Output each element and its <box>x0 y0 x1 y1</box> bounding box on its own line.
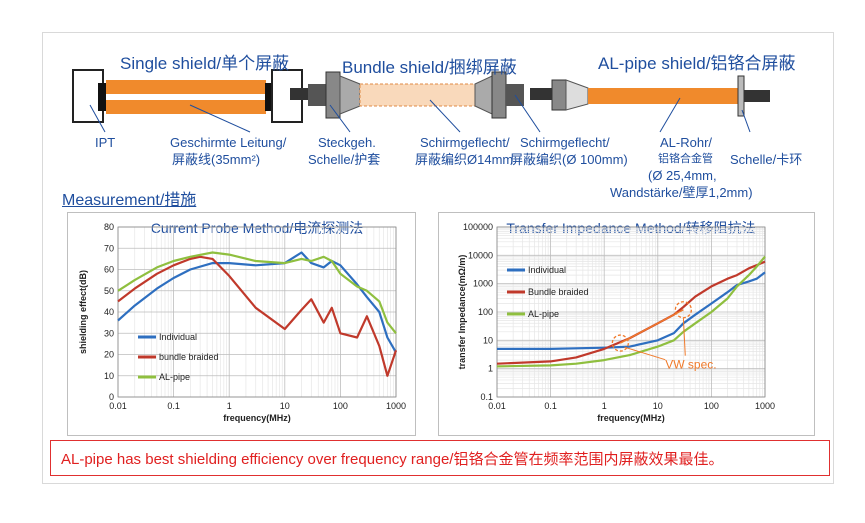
y-axis-label: transfer Impedance(mΩ/m) <box>457 255 467 370</box>
conclusion-text: AL-pipe has best shielding efficiency ov… <box>61 451 724 468</box>
current-probe-chart-box: Current Probe Method/电流探测法 0.01 0.1 1 10 100 1… <box>67 212 416 436</box>
y-tick-label: 60 <box>104 265 114 275</box>
label-schirmgeflecht-1-cn: 屏蔽编织Ø14mm <box>415 152 514 167</box>
transfer-impedance-chart-box: Transfer Impedance Method/转移阻抗法0.010.111… <box>438 212 815 436</box>
x-axis-label: frequency(MHz) <box>223 413 291 423</box>
x-tick-label: 100 <box>704 401 719 411</box>
x-tick-label: 10 <box>280 401 290 411</box>
y-axis-label: shielding effect(dB) <box>78 270 88 354</box>
shield-diagram <box>72 69 770 133</box>
y-tick-label: 1000 <box>473 279 493 289</box>
y-tick-label: 10000 <box>468 250 493 260</box>
label-steckgeh: Steckgeh. <box>318 135 376 150</box>
single-shield-title: Single shield/单个屏蔽 <box>120 54 290 73</box>
series-line-bundle-braided <box>117 255 398 377</box>
x-tick-label: 1000 <box>755 401 775 411</box>
y-tick-label: 0 <box>109 392 114 402</box>
chart-title: Current Probe Method/电流探测法 <box>151 220 363 236</box>
transfer-impedance-chart: Transfer Impedance Method/转移阻抗法0.010.111… <box>457 220 775 423</box>
label-schelle-2: Schelle/卡环 <box>730 152 803 167</box>
y-tick-label: 30 <box>104 328 114 338</box>
vw-spec-pointer <box>624 346 666 361</box>
single-shield-illustration <box>72 69 303 123</box>
x-tick-label: 100 <box>333 401 348 411</box>
bundle-shield-illustration <box>290 71 524 119</box>
label-schirmgeflecht-2-cn: 屏蔽编织(Ø 100mm) <box>510 152 628 167</box>
y-tick-label: 0.1 <box>480 392 493 402</box>
measurement-title: Measurement/措施 <box>62 192 197 209</box>
x-tick-label: 0.1 <box>167 401 180 411</box>
label-al-rohr-wall: Wandstärke/壁厚1,2mm) <box>610 185 753 200</box>
series-line-al-pipe <box>117 251 397 334</box>
y-tick-label: 100000 <box>463 222 493 232</box>
series-line-al-pipe <box>496 255 766 368</box>
y-tick-label: 80 <box>104 222 114 232</box>
alpipe-shield-title: AL-pipe shield/铝铬合屏蔽 <box>598 54 796 73</box>
label-schirmgeflecht-1: Schirmgeflecht/ <box>420 135 510 150</box>
alpipe-shield-illustration <box>530 75 770 117</box>
x-tick-label: 0.01 <box>109 401 127 411</box>
vw-spec-line <box>619 309 684 344</box>
conclusion-banner: AL-pipe has best shielding efficiency ov… <box>50 440 830 476</box>
label-schelle-1: Schelle/护套 <box>308 152 381 167</box>
label-al-rohr-cn: 铝铬合金管 <box>658 153 713 165</box>
y-tick-label: 100 <box>478 307 493 317</box>
vw-spec-pointer <box>682 317 686 356</box>
y-tick-label: 20 <box>104 350 114 360</box>
y-tick-label: 10 <box>483 335 493 345</box>
legend-label: Individual <box>159 332 197 342</box>
x-tick-label: 1 <box>227 401 232 411</box>
x-tick-label: 1000 <box>386 401 406 411</box>
y-tick-label: 50 <box>104 286 114 296</box>
plot-frame <box>117 226 397 398</box>
series-line-bundle-braided <box>496 260 766 365</box>
vw-spec-label: VW spec. <box>665 358 716 372</box>
x-tick-label: 0.01 <box>488 401 506 411</box>
label-schirmgeflecht-2: Schirmgeflecht/ <box>520 135 610 150</box>
x-axis-label: frequency(MHz) <box>597 413 665 423</box>
x-tick-label: 10 <box>653 401 663 411</box>
legend-label: AL-pipe <box>528 309 559 319</box>
x-tick-label: 1 <box>602 401 607 411</box>
y-tick-label: 1 <box>488 364 493 374</box>
label-geschirmte: Geschirmte Leitung/ <box>170 135 287 150</box>
legend-label: Bundle braided <box>528 287 589 297</box>
label-al-rohr-dim: (Ø 25,4mm, <box>648 168 717 183</box>
y-tick-label: 10 <box>104 371 114 381</box>
x-tick-label: 0.1 <box>544 401 557 411</box>
legend-label: AL-pipe <box>159 372 190 382</box>
y-tick-label: 70 <box>104 243 114 253</box>
label-geschirmte-cn: 屏蔽线(35mm²) <box>172 152 261 167</box>
plot-frame <box>496 226 766 398</box>
bundle-shield-title: Bundle shield/捆绑屏蔽 <box>342 58 517 77</box>
legend-label: bundle braided <box>159 352 219 362</box>
label-al-rohr: AL-Rohr/ <box>660 135 713 150</box>
series-line-individual <box>117 251 397 353</box>
y-tick-label: 40 <box>104 307 114 317</box>
label-ipt: IPT <box>95 135 116 150</box>
legend-label: Individual <box>528 265 566 275</box>
